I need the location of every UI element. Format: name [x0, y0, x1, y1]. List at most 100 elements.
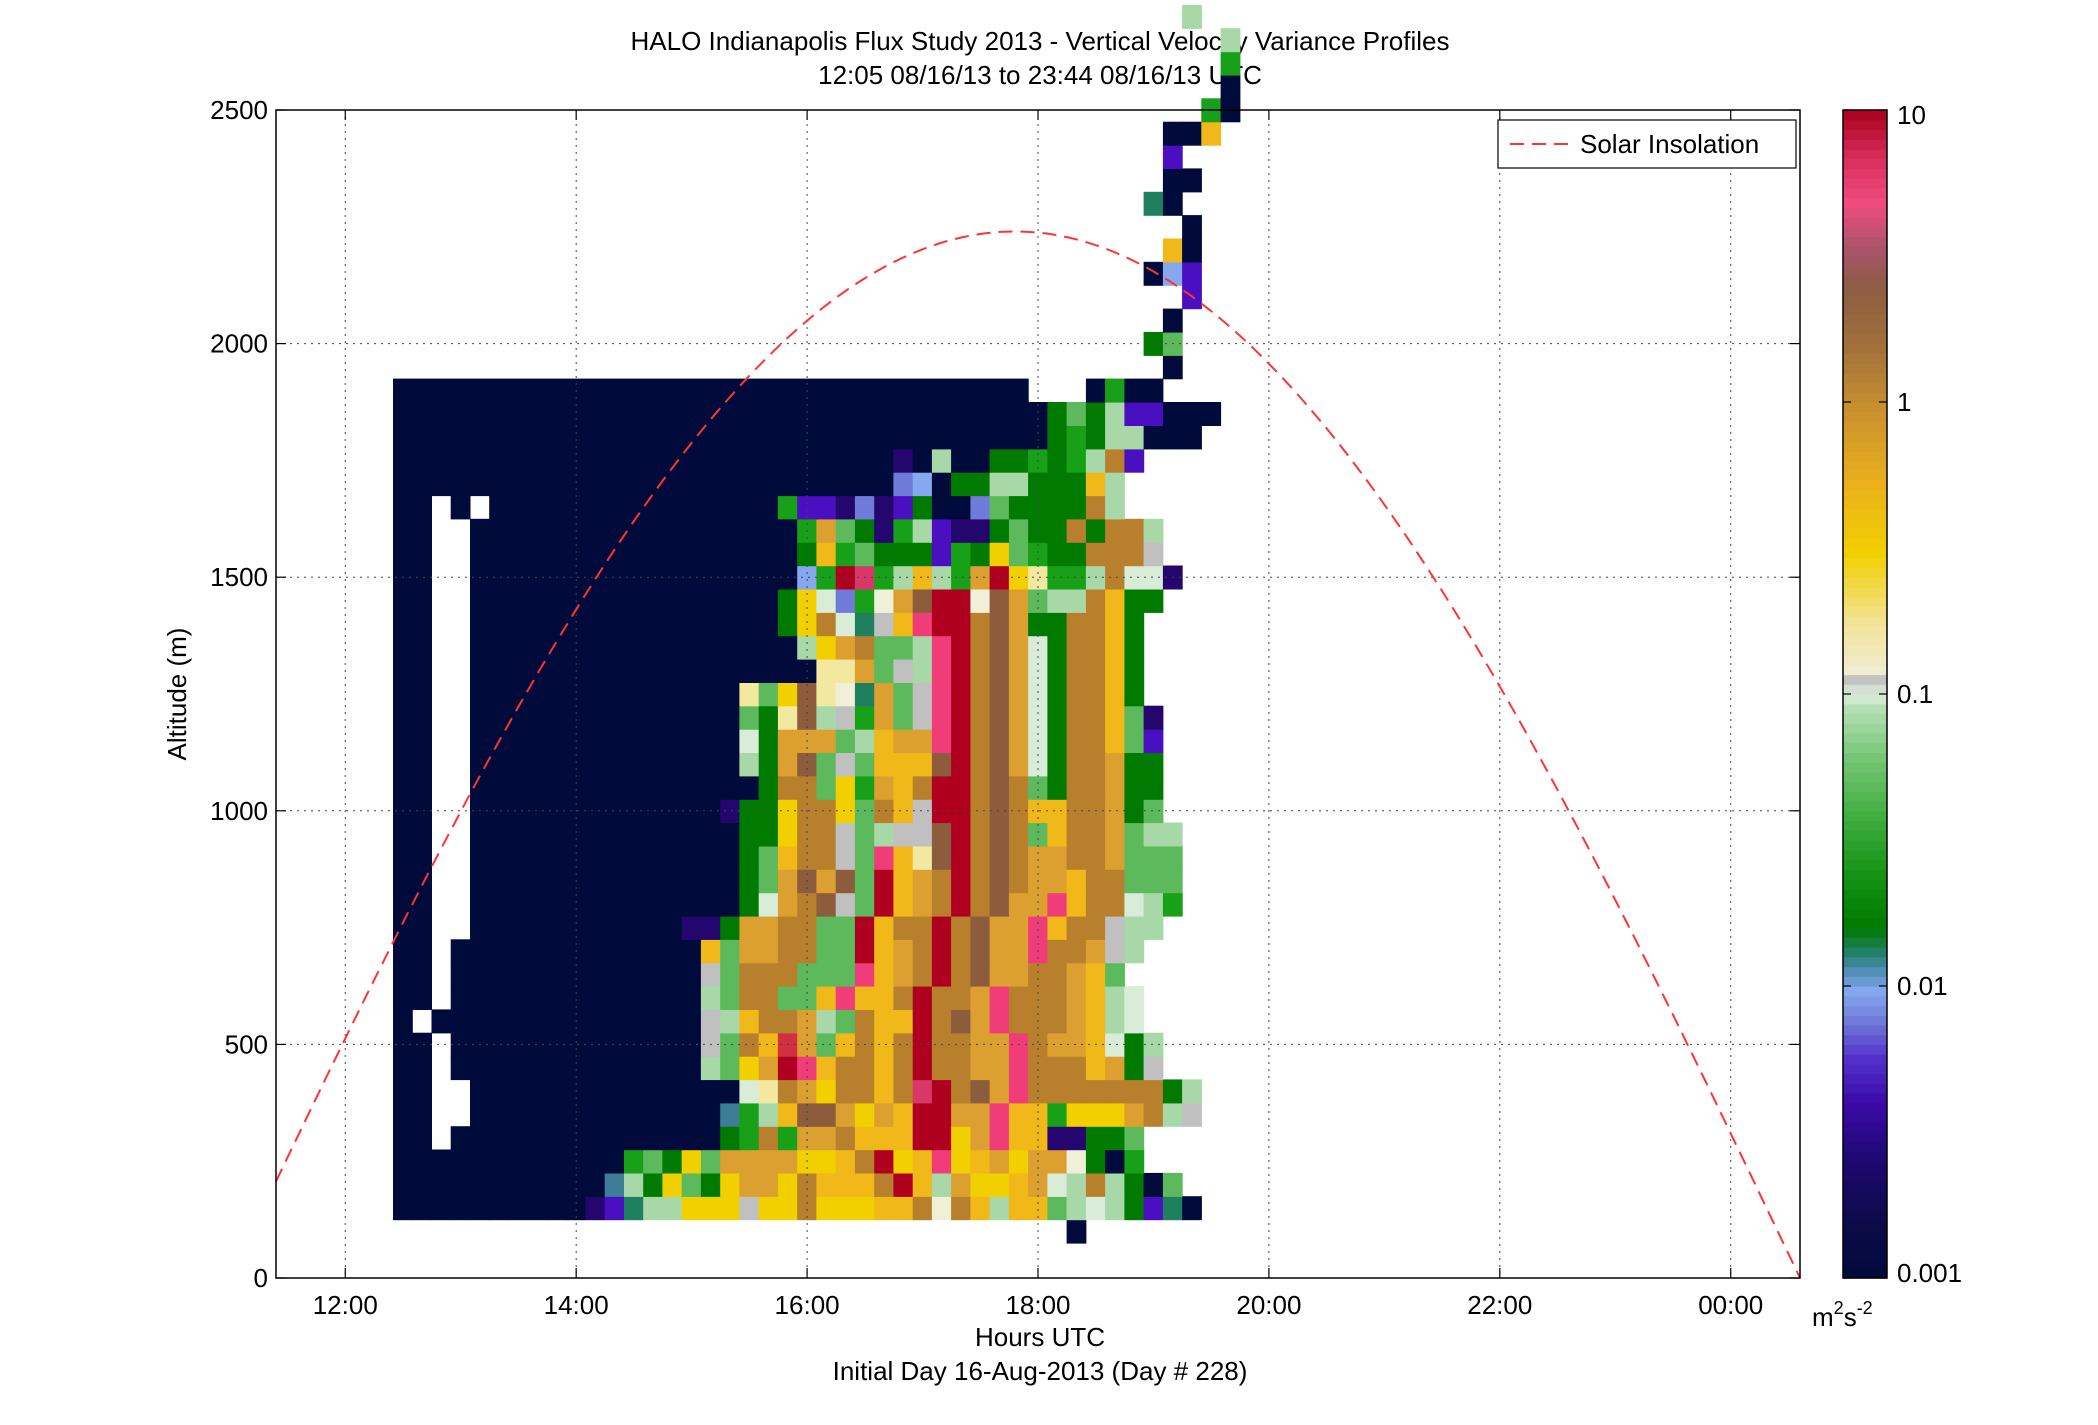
heatmap-cell — [777, 425, 798, 450]
heatmap-cell — [1066, 682, 1087, 707]
heatmap-cell — [874, 892, 894, 917]
heatmap-cell — [1162, 402, 1183, 426]
heatmap-cell — [412, 915, 432, 940]
heatmap-cell — [893, 448, 914, 473]
heatmap-cell — [643, 1079, 663, 1104]
heatmap-cell — [777, 542, 798, 567]
colorbar-segment — [1843, 1093, 1887, 1104]
heatmap-cell — [412, 588, 432, 613]
heatmap-cell — [508, 495, 529, 520]
heatmap-cell — [643, 1102, 663, 1127]
heatmap-cell — [1008, 869, 1029, 894]
heatmap-cell — [585, 1079, 606, 1104]
heatmap-cell — [393, 472, 413, 497]
colorbar-segment — [1843, 713, 1887, 724]
heatmap-cell — [604, 612, 625, 637]
colorbar-segment — [1843, 557, 1887, 569]
heatmap-cell — [643, 518, 663, 543]
heatmap-cell — [393, 1126, 413, 1151]
heatmap-cell — [835, 775, 856, 800]
heatmap-cell — [720, 1009, 740, 1034]
heatmap-cell — [547, 1126, 567, 1151]
heatmap-cell — [1028, 1032, 1048, 1057]
heatmap-cell — [874, 635, 894, 660]
heatmap-cell — [393, 729, 413, 753]
heatmap-cell — [835, 1149, 856, 1174]
heatmap-cell — [527, 1102, 548, 1127]
heatmap-cell — [527, 1196, 548, 1221]
heatmap-cell — [1085, 962, 1106, 987]
heatmap-cell — [758, 1102, 779, 1127]
heatmap-cell — [835, 822, 856, 847]
heatmap-cell — [700, 495, 721, 520]
heatmap-cell — [700, 448, 721, 473]
heatmap-cell — [739, 845, 760, 870]
heatmap-cell — [1085, 448, 1106, 473]
heatmap-cell — [681, 799, 702, 824]
heatmap-cell — [854, 1009, 875, 1034]
heatmap-cell — [835, 1102, 856, 1127]
heatmap-cell — [1105, 635, 1125, 660]
heatmap-cell — [989, 1102, 1010, 1127]
heatmap-cell — [816, 869, 837, 894]
heatmap-cell — [854, 635, 875, 660]
heatmap-cell — [816, 915, 837, 940]
heatmap-cell — [835, 869, 856, 894]
heatmap-cell — [604, 565, 625, 590]
legend-box — [1497, 119, 1797, 169]
colorbar-segment — [1843, 771, 1887, 783]
heatmap-cell — [604, 1172, 625, 1197]
heatmap-cell — [893, 378, 914, 403]
heatmap-cell — [450, 1149, 471, 1174]
heatmap-cell — [393, 1056, 413, 1081]
heatmap-cell — [1162, 355, 1183, 380]
heatmap-cell — [720, 518, 740, 543]
heatmap-cell — [393, 775, 413, 800]
heatmap-cell — [912, 939, 933, 964]
heatmap-cell — [547, 986, 567, 1010]
heatmap-cell — [681, 425, 702, 450]
heatmap-cell — [720, 635, 740, 660]
x-axis-ticks: 12:00 14:00 16:00 18:00 20:00 22:00 00:00 — [313, 110, 1763, 1320]
heatmap-cell — [662, 705, 683, 730]
heatmap-cell — [720, 939, 740, 964]
colorbar-segment — [1843, 1239, 1887, 1250]
heatmap-cell — [489, 1009, 509, 1034]
heatmap-cell — [489, 915, 509, 940]
heatmap-cell — [547, 845, 567, 870]
heatmap-cell — [566, 775, 586, 800]
heatmap-cell — [816, 822, 837, 847]
heatmap-cell — [431, 378, 452, 403]
heatmap-cell — [604, 1009, 625, 1034]
heatmap-cell — [393, 542, 413, 567]
colorbar-segment — [1843, 470, 1887, 481]
heatmap-cell — [816, 962, 837, 987]
heatmap-cell — [739, 1056, 760, 1081]
heatmap-cell — [720, 1102, 740, 1127]
heatmap-cell — [989, 869, 1010, 894]
heatmap-cell — [739, 1172, 760, 1197]
heatmap-cell — [1066, 915, 1087, 940]
heatmap-cell — [970, 729, 991, 753]
heatmap-cell — [527, 472, 548, 497]
heatmap-cell — [489, 682, 509, 707]
heatmap-cell — [912, 635, 933, 660]
heatmap-cell — [1124, 1056, 1145, 1081]
heatmap-cell — [951, 915, 971, 940]
heatmap-cell — [970, 705, 991, 730]
heatmap-cell — [431, 448, 452, 473]
heatmap-cell — [1124, 1032, 1145, 1057]
heatmap-cell — [912, 472, 933, 497]
heatmap-cell — [1028, 402, 1048, 426]
heatmap-cell — [585, 495, 606, 520]
heatmap-cell — [739, 402, 760, 426]
heatmap-cell — [989, 378, 1010, 403]
heatmap-cell — [1124, 402, 1145, 426]
heatmap-cell — [700, 659, 721, 683]
colorbar-segment — [1843, 538, 1887, 549]
heatmap-cell — [816, 425, 837, 450]
heatmap-cell — [681, 472, 702, 497]
heatmap-cell — [720, 1126, 740, 1151]
heatmap-cell — [912, 612, 933, 637]
heatmap-cell — [527, 1149, 548, 1174]
